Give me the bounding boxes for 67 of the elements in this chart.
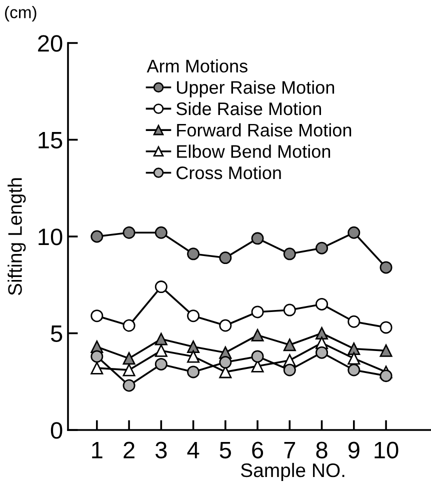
point — [348, 226, 360, 239]
x-tick-label: 2 — [124, 442, 134, 458]
point — [122, 226, 136, 239]
point — [90, 310, 104, 322]
point — [283, 304, 296, 316]
point — [154, 358, 168, 370]
x-tick-label: 9 — [348, 442, 360, 458]
point — [283, 338, 296, 352]
point — [380, 370, 392, 382]
x-tick-label: 1 — [92, 442, 102, 458]
y-tick-label: 5 — [50, 326, 62, 342]
point — [251, 350, 264, 363]
point — [316, 298, 328, 310]
point — [90, 362, 104, 374]
x-tick-label: 10 — [374, 442, 398, 458]
point — [219, 356, 232, 369]
y-axis-title: Sifting Length — [8, 178, 26, 296]
legend-label: Side Raise Motion — [176, 102, 321, 116]
point — [154, 226, 168, 239]
point — [316, 327, 328, 340]
y-tick-label: 20 — [38, 35, 62, 52]
point — [316, 346, 328, 359]
x-tick-label: 5 — [220, 442, 231, 458]
point — [187, 248, 200, 260]
point — [348, 364, 360, 376]
x-tick-label: 7 — [284, 442, 296, 458]
point — [122, 364, 136, 376]
point — [251, 306, 264, 318]
point — [187, 350, 200, 363]
point — [219, 319, 232, 332]
point — [348, 315, 360, 328]
point — [187, 310, 200, 322]
text: (cm) — [5, 6, 36, 22]
legend-label: Cross Motion — [176, 166, 281, 180]
point — [122, 319, 136, 332]
y-tick-label: 10 — [38, 228, 62, 246]
point — [380, 261, 392, 274]
x-tick-label: 6 — [252, 442, 264, 458]
point — [187, 366, 200, 378]
legend-label: Upper Raise Motion — [177, 80, 334, 98]
point — [251, 328, 264, 342]
point — [90, 350, 104, 363]
legend-title: Arm Motions — [146, 59, 248, 73]
y-tick-label: 15 — [38, 132, 62, 149]
point — [380, 321, 392, 334]
x-axis-title: Sample NO. — [240, 462, 344, 482]
point — [283, 248, 296, 260]
point — [219, 252, 232, 264]
legend-label: Elbow Bend Motion — [177, 144, 330, 158]
point — [380, 344, 392, 357]
x-tick-label: 8 — [316, 442, 328, 458]
point — [90, 230, 104, 243]
legend-label: Forward Raise Motion — [177, 123, 352, 137]
y-tick-label: 0 — [50, 422, 62, 439]
point — [283, 364, 296, 376]
point — [251, 232, 264, 245]
point — [187, 340, 200, 354]
point — [348, 342, 360, 355]
point — [122, 379, 136, 392]
x-tick-label: 4 — [187, 442, 200, 458]
point — [122, 352, 136, 365]
point — [154, 332, 168, 346]
point — [348, 352, 360, 365]
point — [316, 242, 328, 254]
x-tick-label: 3 — [155, 442, 167, 458]
point — [154, 280, 168, 294]
point — [154, 344, 168, 357]
